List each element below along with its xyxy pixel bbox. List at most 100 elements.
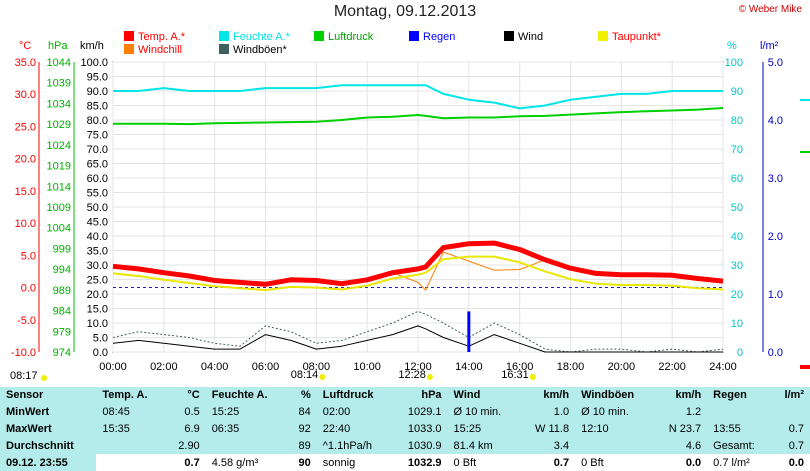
row-label: Durchschnitt <box>0 437 97 455</box>
cell: 13:55 <box>707 420 772 438</box>
cell: 22:40 <box>316 420 393 438</box>
cell: 08:45 <box>96 403 166 421</box>
cell: 92 <box>287 420 317 438</box>
pressure-tick-label: 974 <box>53 347 71 359</box>
header-gusts-unit: km/h <box>653 387 708 404</box>
wind-tick-label: 10.0 <box>87 318 108 330</box>
wind-tick-label: 55.0 <box>87 188 108 200</box>
cell: Gesamt: <box>707 437 772 455</box>
wind-tick-label: 45.0 <box>87 217 108 229</box>
legend-dewpoint[interactable]: Taupunkt* <box>598 31 661 43</box>
temp-unit-label: °C <box>19 40 32 52</box>
header-rain: Regen <box>707 387 772 404</box>
wind-unit-label: km/h <box>80 40 104 52</box>
temp-tick-label: 10.0 <box>15 218 36 230</box>
legend-temp[interactable]: Temp. A.* <box>124 31 185 43</box>
rain-unit-label: l/m² <box>760 40 779 52</box>
cell: ^1.1hPa/h <box>316 437 393 455</box>
header-sensor: Sensor <box>0 387 97 404</box>
legend-swatch <box>504 31 514 41</box>
legend-wind[interactable]: Wind <box>504 31 543 43</box>
humidity-tick-label: 30 <box>731 260 743 272</box>
humidity-tick-label: 50 <box>731 202 743 214</box>
legend-label: Windchill <box>138 44 183 56</box>
header-pressure: Luftdruck <box>316 387 393 404</box>
cell: 0 Bft <box>447 454 520 471</box>
wind-tick-label: 75.0 <box>87 130 108 142</box>
weather-chart: 00:00 02:00 04:00 06:00 08:00 10:00 12:00 14:00… <box>10 57 810 382</box>
row-label: MaxWert <box>0 420 97 438</box>
marker-dot <box>41 375 47 381</box>
humidity-unit-label: % <box>727 40 737 52</box>
cell: 15:25 <box>447 420 520 438</box>
marker-label: 12:28 <box>398 369 426 381</box>
pressure-tick-label: 1029 <box>47 119 71 131</box>
x-tick-label: 20:00 <box>608 361 636 373</box>
wind-tick-label: 85.0 <box>87 101 108 113</box>
temp-tick-label: -5.0 <box>17 315 36 327</box>
cell: 1.0 <box>519 403 576 421</box>
wind-tick-label: 80.0 <box>87 115 108 127</box>
pressure-tick-label: 1034 <box>47 98 71 110</box>
series-temp-a <box>112 240 724 287</box>
rain-tick-label: 1.0 <box>768 289 783 301</box>
legend-pressure[interactable]: Luftdruck <box>314 31 373 43</box>
stats-table: Sensor Temp. A. °C Feuchte A. % Luftdruc… <box>0 387 810 471</box>
pressure-tick-label: 994 <box>53 264 71 276</box>
wind-tick-label: 40.0 <box>87 231 108 243</box>
cell: Ø 10 min. <box>575 403 654 421</box>
cell: 2.90 <box>165 437 206 455</box>
cell: 1029.1 <box>392 403 448 421</box>
x-tick-label: 14:00 <box>455 361 483 373</box>
legend-rain[interactable]: Regen <box>409 31 455 43</box>
chart-title: Montag, 09.12.2013 <box>333 3 477 20</box>
cell: 15:35 <box>96 420 166 438</box>
rain-bar <box>467 311 471 352</box>
cell: 15:25 <box>205 403 288 421</box>
cell: 81.4 km <box>447 437 520 455</box>
stats-header-row: Sensor Temp. A. °C Feuchte A. % Luftdruc… <box>0 387 810 404</box>
rain-tick-label: 0.0 <box>768 347 783 359</box>
wind-tick-label: 50.0 <box>87 202 108 214</box>
wind-tick-label: 30.0 <box>87 260 108 272</box>
pressure-unit-label: hPa <box>48 40 68 52</box>
cell: 4.58 g/m³ <box>205 454 288 471</box>
legend-humidity[interactable]: Feuchte A.* <box>219 31 290 43</box>
x-tick-label: 24:00 <box>709 361 737 373</box>
wind-tick-label: 35.0 <box>87 246 108 258</box>
pressure-tick-label: 1019 <box>47 161 71 173</box>
legend-swatch <box>314 31 324 41</box>
legend-label: Wind <box>518 31 544 43</box>
wind-tick-label: 25.0 <box>87 275 108 287</box>
stats-row-current: 09.12. 23:55 0.7 4.58 g/m³ 90 sonnig 103… <box>0 454 810 471</box>
humidity-tick-label: 10 <box>731 318 743 330</box>
series-luftdruck <box>113 107 724 126</box>
marker-dot <box>426 374 433 380</box>
legend-label: Feuchte A.* <box>233 31 290 43</box>
humidity-tick-label: 90 <box>731 86 743 98</box>
rain-tick-label: 2.0 <box>768 231 783 243</box>
humidity-tick-label: 40 <box>731 231 743 243</box>
copyright-label[interactable]: © Weber Mike <box>738 4 802 15</box>
cell <box>205 437 288 455</box>
pressure-tick-label: 989 <box>53 285 71 297</box>
cell: 0 Bft <box>575 454 654 471</box>
cell: 1.2 <box>653 403 708 421</box>
legend-gusts[interactable]: Windböen* <box>219 44 287 56</box>
cell: 1030.9 <box>392 437 448 455</box>
pressure-tick-label: 1004 <box>47 223 71 235</box>
x-tick-label: 02:00 <box>150 361 178 373</box>
legend-label: Regen <box>423 31 456 43</box>
cell: 1033.0 <box>392 420 448 438</box>
header-pressure-unit: hPa <box>392 387 448 404</box>
cell: 0.7 <box>519 454 576 471</box>
humidity-tick-label: 0 <box>737 347 743 359</box>
series-taupunkt <box>112 255 724 292</box>
wind-tick-label: 20.0 <box>87 289 108 301</box>
cell: 0.5 <box>165 403 206 421</box>
wind-tick-label: 15.0 <box>87 304 108 316</box>
x-tick-label: 22:00 <box>658 361 686 373</box>
x-tick-label: 12:00 <box>404 361 432 373</box>
legend-windchill[interactable]: Windchill <box>124 44 182 56</box>
cell: 12:10 <box>575 420 654 438</box>
